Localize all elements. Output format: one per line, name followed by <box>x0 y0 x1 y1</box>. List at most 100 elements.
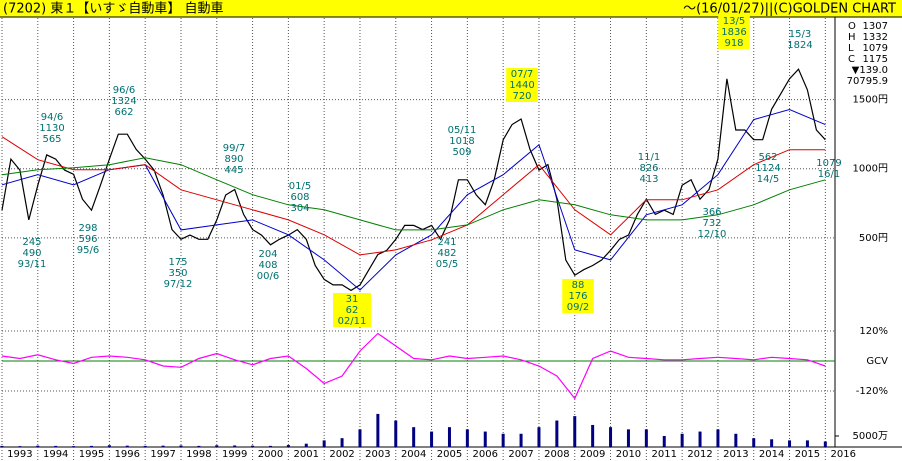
volume-bar <box>215 445 219 447</box>
volume-bar <box>89 445 93 447</box>
x-tick-label: 2012 <box>687 449 712 460</box>
annotation: 241 <box>437 237 456 248</box>
x-tick-label: 2004 <box>401 449 426 460</box>
volume-bar <box>805 440 809 447</box>
x-tick-label: 1995 <box>79 449 104 460</box>
x-tick-label: 1999 <box>222 449 247 460</box>
annotation: 93/11 <box>18 259 47 270</box>
volume-bar <box>251 445 255 447</box>
x-tick-label: 2000 <box>258 449 283 460</box>
annotation: 16/1 <box>818 169 840 180</box>
x-tick-label: 1993 <box>7 449 32 460</box>
annotation: 304 <box>290 203 309 214</box>
volume-bar <box>268 445 272 447</box>
volume-bar <box>680 433 684 447</box>
annotation-highlight <box>333 293 371 327</box>
annotation: 05/5 <box>436 259 458 270</box>
annotation: 565 <box>42 134 61 145</box>
annotation: 445 <box>224 165 243 176</box>
volume-bar <box>465 429 469 447</box>
x-tick-label: 2006 <box>473 449 498 460</box>
x-tick-label: 1998 <box>186 449 211 460</box>
quote-value: 1175 <box>863 54 888 65</box>
annotation: 00/6 <box>257 271 279 282</box>
annotation: 204 <box>258 249 277 260</box>
annotation-highlight <box>718 15 750 49</box>
volume-bar <box>626 429 630 447</box>
volume-bar <box>286 445 290 447</box>
average-line <box>1 157 826 231</box>
y-tick-label: 500円 <box>859 233 888 244</box>
quote-label: C <box>848 54 855 65</box>
annotation: 11/1 <box>638 152 660 163</box>
annotation: 1324 <box>111 96 136 107</box>
volume-bar <box>734 433 738 447</box>
volume-bar <box>501 433 505 447</box>
y-tick-label: 5000万 <box>853 431 888 442</box>
quote-change: ▼139.0 <box>852 65 888 76</box>
volume-bar <box>483 431 487 447</box>
volume-bar <box>823 441 827 447</box>
volume-average: 70795.9 <box>847 76 888 87</box>
quote-label: H <box>848 32 856 43</box>
annotation: 14/5 <box>757 174 779 185</box>
volume-bar <box>72 446 76 447</box>
quote-value: 1307 <box>863 21 888 32</box>
annotation: 15/3 <box>789 29 811 40</box>
x-tick-label: 2003 <box>365 449 390 460</box>
annotation: 12/10 <box>698 229 727 240</box>
annotation: 176 <box>568 291 587 302</box>
annotation: 31 <box>346 294 359 305</box>
annotation: 1018 <box>449 136 474 147</box>
annotation: 96/6 <box>113 85 135 96</box>
volume-bar <box>698 431 702 447</box>
annotation: 1130 <box>39 123 64 134</box>
x-tick-label: 2011 <box>652 449 677 460</box>
annotation: 732 <box>702 218 721 229</box>
volume-bar <box>376 413 380 447</box>
x-tick-label: 2008 <box>544 449 569 460</box>
annotation: 175 <box>168 257 187 268</box>
annotation: 07/7 <box>511 69 533 80</box>
annotation: 1440 <box>509 80 534 91</box>
quote-label: O <box>848 21 856 32</box>
annotation: 1124 <box>755 163 780 174</box>
volume-bar <box>447 427 451 447</box>
volume-bar <box>358 429 362 447</box>
x-tick-label: 1996 <box>115 449 140 460</box>
annotation: 94/6 <box>41 112 63 123</box>
annotation: 408 <box>258 260 277 271</box>
annotation-highlight <box>562 279 594 313</box>
x-tick-label: 2009 <box>580 449 605 460</box>
annotation: 1824 <box>787 40 812 51</box>
x-tick-label: 2010 <box>616 449 641 460</box>
volume-bar <box>591 424 595 447</box>
volume-bar <box>54 445 58 447</box>
x-tick-label: 2005 <box>437 449 462 460</box>
annotation: 95/6 <box>77 245 99 256</box>
annotation-highlight <box>506 68 538 102</box>
y-tick-label: 1000円 <box>853 164 888 175</box>
annotation: 509 <box>452 147 471 158</box>
volume-bar <box>197 445 201 447</box>
y-tick-label: GCV <box>866 356 888 367</box>
volume-bar <box>322 440 326 447</box>
volume-bar <box>107 445 111 447</box>
annotation: 05/11 <box>448 125 477 136</box>
header-credit: ～(16/01/27)||(C)GOLDEN CHART <box>683 2 896 17</box>
volume-bar <box>304 443 308 447</box>
annotation: 09/2 <box>567 302 589 313</box>
volume-bar <box>555 420 559 447</box>
x-tick-label: 2015 <box>795 449 820 460</box>
volume-bar <box>788 440 792 447</box>
volume-bar <box>662 435 666 447</box>
annotation: 720 <box>512 91 531 102</box>
volume-bar <box>412 427 416 447</box>
annotation: 01/5 <box>289 181 311 192</box>
annotation: 245 <box>22 237 41 248</box>
price-line <box>1 68 826 292</box>
annotation: 99/7 <box>223 143 245 154</box>
y-tick-label: 120% <box>859 326 888 337</box>
x-tick-label: 1997 <box>150 449 175 460</box>
annotation: 826 <box>639 163 658 174</box>
